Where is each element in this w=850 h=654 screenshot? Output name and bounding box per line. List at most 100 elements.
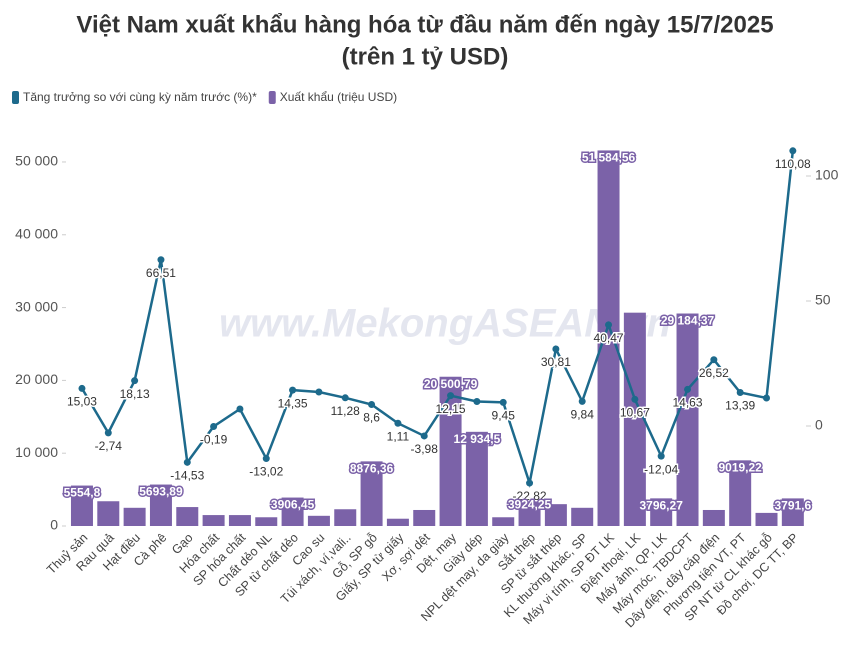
- bar: [571, 507, 594, 526]
- line-point: [210, 422, 218, 430]
- bar: [676, 313, 699, 526]
- value-label: -22,82: [513, 489, 547, 503]
- legend-label: Xuất khẩu (triệu USD): [280, 90, 397, 104]
- bar: [386, 518, 409, 526]
- value-label: 14,63: [673, 396, 703, 410]
- bar: [702, 509, 725, 526]
- chart-subtitle: (trên 1 tỷ USD): [342, 43, 509, 70]
- chart-title: Việt Nam xuất khẩu hàng hóa từ đầu năm đ…: [76, 11, 773, 38]
- y2-tick-label: 100: [815, 167, 839, 183]
- y-tick-label: 50 000: [15, 153, 58, 169]
- value-label: 18,13: [120, 387, 150, 401]
- line-point: [789, 147, 797, 155]
- bar: [729, 460, 752, 526]
- y-tick-label: 30 000: [15, 298, 58, 314]
- line-point: [131, 377, 139, 385]
- line-point: [183, 458, 191, 466]
- value-label: -14,53: [170, 468, 204, 482]
- value-label: 15,03: [67, 395, 97, 409]
- bar: [97, 501, 120, 526]
- value-label: 1,11: [387, 429, 410, 443]
- value-label: 66,51: [146, 266, 176, 280]
- legend-label: Tăng trưởng so với cùng kỳ năm trước (%)…: [23, 90, 257, 104]
- line-point: [104, 429, 112, 437]
- watermark: www.MekongASEAN.vn: [219, 302, 671, 346]
- y2-tick-label: 50: [815, 292, 831, 308]
- value-label: 5693,89: [139, 485, 183, 499]
- line-point: [684, 385, 692, 393]
- value-label: -2,74: [95, 439, 123, 453]
- bar: [544, 504, 567, 526]
- value-label: -3,98: [411, 442, 439, 456]
- bar: [439, 376, 462, 526]
- bar: [413, 509, 436, 526]
- line: [80, 150, 795, 489]
- value-label: 5554,8: [64, 486, 101, 500]
- value-label: 29 184,37: [661, 314, 715, 328]
- line-point: [289, 386, 297, 394]
- line-point: [499, 398, 507, 406]
- line-point: [526, 479, 534, 487]
- line-point: [420, 432, 428, 440]
- line-point: [78, 384, 86, 392]
- line-point: [736, 389, 744, 397]
- value-label: 11,28: [331, 404, 360, 418]
- bar: [781, 498, 804, 526]
- line-point: [157, 256, 165, 264]
- value-label: 13,39: [725, 399, 755, 413]
- line-point: [552, 345, 560, 353]
- bar: [176, 507, 199, 526]
- line-point: [578, 397, 586, 405]
- line-point: [605, 321, 613, 329]
- value-label: 10,67: [620, 405, 650, 419]
- bar: [650, 498, 673, 526]
- value-label: 20 500,79: [424, 377, 478, 391]
- bar: [202, 515, 225, 526]
- value-label: 110,08: [775, 157, 811, 171]
- value-label: 9,84: [571, 408, 595, 422]
- bar: [281, 497, 304, 526]
- y-tick-label: 0: [50, 517, 58, 533]
- value-label: 26,52: [699, 366, 729, 380]
- bar: [518, 497, 541, 526]
- value-label: 8876,36: [350, 462, 394, 476]
- value-label: 51 584,56: [582, 151, 636, 165]
- value-label: 3791,6: [774, 499, 811, 513]
- value-label: 3924,25: [508, 498, 552, 512]
- bar: [334, 509, 357, 526]
- value-label: 3796,27: [639, 499, 683, 513]
- value-label: -0,19: [200, 433, 228, 447]
- line-point: [262, 455, 270, 463]
- bar: [623, 312, 646, 526]
- line-point: [394, 419, 402, 427]
- line-point: [710, 356, 718, 364]
- line-point: [657, 452, 665, 460]
- line-point: [368, 401, 376, 408]
- bar: [465, 431, 488, 526]
- value-label: 12 934,5: [454, 432, 501, 446]
- y2-tick-label: 0: [815, 417, 823, 433]
- value-label: 30,81: [541, 355, 571, 369]
- line-point: [447, 392, 455, 400]
- y-tick-label: 40 000: [15, 225, 58, 241]
- value-label: -13,02: [249, 465, 283, 479]
- bar: [755, 512, 778, 526]
- value-label: 8,6: [363, 411, 380, 425]
- value-label: 12,15: [436, 402, 466, 416]
- line-point: [236, 405, 244, 413]
- bar: [307, 515, 330, 526]
- bar: [597, 150, 620, 526]
- line-point: [763, 394, 771, 402]
- bar: [360, 461, 383, 526]
- line-point: [631, 395, 639, 403]
- legend-marker: [268, 91, 276, 104]
- line-point: [315, 388, 323, 396]
- value-label: 9019,22: [718, 461, 762, 475]
- legend-marker: [12, 91, 19, 104]
- bar: [123, 507, 146, 526]
- bar: [228, 515, 251, 526]
- value-label: 9,45: [492, 409, 516, 423]
- value-label: 3906,45: [271, 498, 315, 512]
